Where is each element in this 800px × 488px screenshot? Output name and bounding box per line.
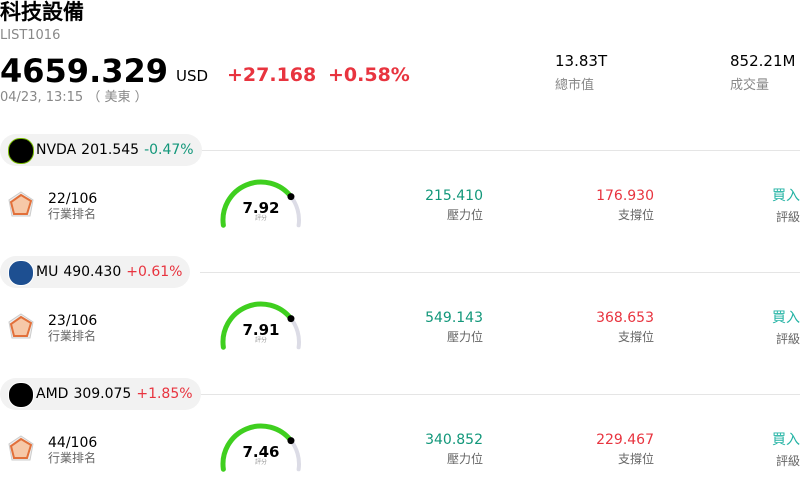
support: 229.467 <box>596 432 654 448</box>
rank: 23/106 <box>48 313 98 329</box>
stock-pill[interactable]: NVDA 201.545 -0.47% <box>0 134 202 166</box>
volume: 852.21M <box>730 52 796 70</box>
stock-logo <box>8 138 34 164</box>
change-pct: +0.58% <box>328 64 410 86</box>
support: 176.930 <box>596 188 654 204</box>
stock-ticker: NVDA <box>36 142 77 158</box>
separator <box>200 272 800 273</box>
rank-label: 行業排名 <box>48 451 97 465</box>
separator <box>200 150 800 151</box>
score-label: 評分 <box>254 459 267 466</box>
code: LIST1016 <box>0 28 61 43</box>
score: 7.46 <box>242 443 280 461</box>
volume-label: 成交量 <box>730 78 770 93</box>
rank-icon <box>8 435 34 461</box>
support: 368.653 <box>596 310 654 326</box>
support-label: 支撐位 <box>617 208 654 222</box>
title: 科技設備 <box>0 0 84 24</box>
stock-price: 490.430 <box>63 264 122 280</box>
rating-label: 評級 <box>775 210 800 224</box>
rating-label: 評級 <box>775 454 800 468</box>
time: 04/23, 13:15 （ 美東 ） <box>0 90 148 105</box>
stock-change-pct: -0.47% <box>144 142 194 158</box>
rank-icon <box>8 191 34 217</box>
price: 4659.329 <box>0 52 169 90</box>
stock-change-pct: +0.61% <box>126 264 183 280</box>
rank: 44/106 <box>48 435 98 451</box>
stock-logo <box>8 382 34 408</box>
separator <box>200 394 800 395</box>
currency: USD <box>176 67 209 85</box>
rating: 買入 <box>772 310 800 326</box>
market-cap: 13.83T <box>555 52 608 70</box>
rating: 買入 <box>772 188 800 204</box>
stock-logo <box>8 260 34 286</box>
support-label: 支撐位 <box>617 452 654 466</box>
score-label: 評分 <box>254 337 267 344</box>
resistance-label: 壓力位 <box>446 330 483 344</box>
stock-ticker: MU <box>36 264 59 280</box>
stock-price: 201.545 <box>81 142 140 158</box>
market-cap-label: 總市值 <box>555 78 595 93</box>
rank-label: 行業排名 <box>48 329 97 343</box>
score-label: 評分 <box>254 215 267 222</box>
resistance: 340.852 <box>425 432 483 448</box>
rank-label: 行業排名 <box>48 207 97 221</box>
rank-icon <box>8 313 34 339</box>
rank: 22/106 <box>48 191 98 207</box>
resistance: 549.143 <box>425 310 483 326</box>
score: 7.92 <box>242 199 280 217</box>
resistance: 215.410 <box>425 188 483 204</box>
score-gauge <box>220 179 301 228</box>
rating-label: 評級 <box>775 332 800 346</box>
resistance-label: 壓力位 <box>446 208 483 222</box>
score: 7.91 <box>242 321 280 339</box>
change: +27.168 <box>227 64 317 86</box>
support-label: 支撐位 <box>617 330 654 344</box>
score-gauge <box>220 301 301 350</box>
score-gauge <box>220 423 301 472</box>
resistance-label: 壓力位 <box>446 452 483 466</box>
rating: 買入 <box>772 432 800 448</box>
stock-pill[interactable]: AMD 309.075 +1.85% <box>0 378 201 410</box>
stock-pill[interactable]: MU 490.430 +0.61% <box>0 256 191 288</box>
stock-ticker: AMD <box>36 386 69 402</box>
stock-price: 309.075 <box>73 386 132 402</box>
stock-change-pct: +1.85% <box>136 386 193 402</box>
